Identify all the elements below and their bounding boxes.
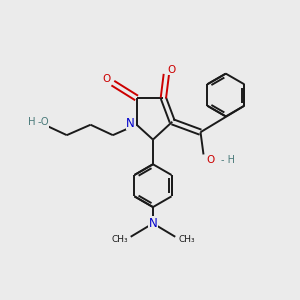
Text: O: O <box>206 155 215 165</box>
Text: CH₃: CH₃ <box>178 235 195 244</box>
Text: O: O <box>102 74 110 84</box>
Text: N: N <box>126 117 135 130</box>
Text: O: O <box>168 65 176 75</box>
Text: N: N <box>148 217 157 230</box>
Text: - H: - H <box>221 155 235 165</box>
Text: CH₃: CH₃ <box>111 235 128 244</box>
Text: H: H <box>28 117 36 128</box>
Text: -O: -O <box>37 117 49 128</box>
